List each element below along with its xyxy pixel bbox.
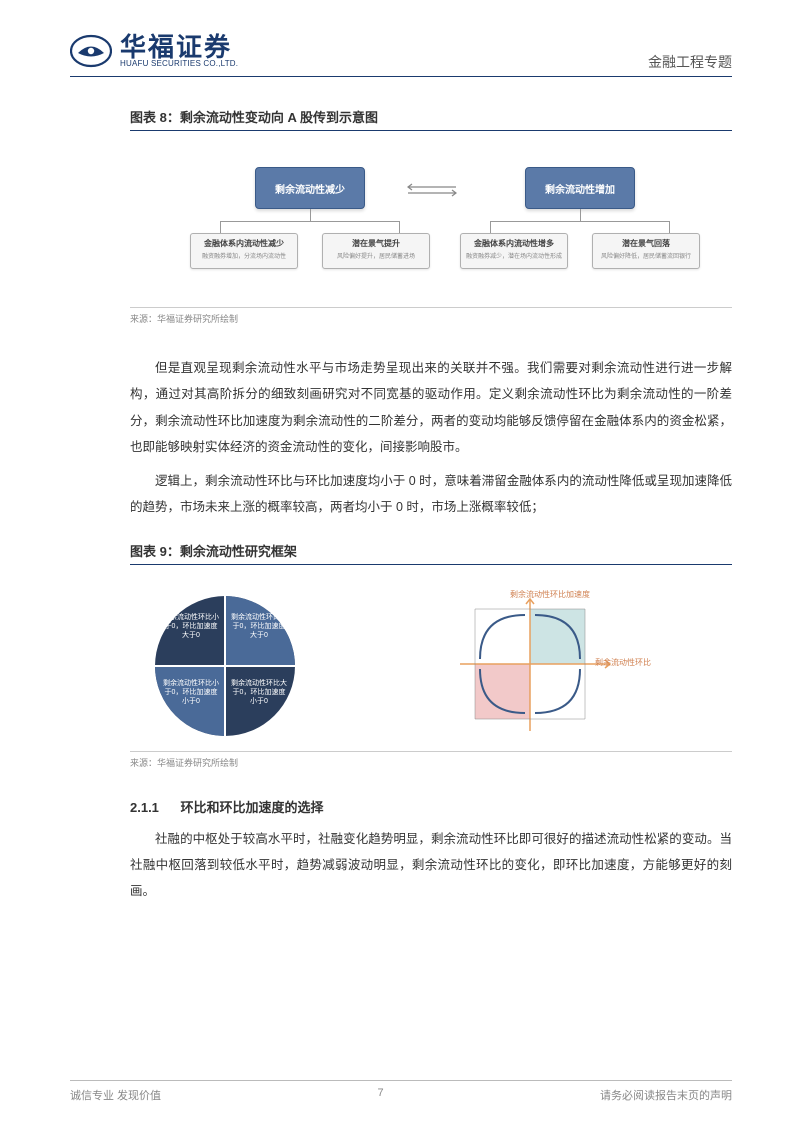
figure9-diagram: 剩余流动性环比小于0，环比加速度大于0 剩余流动性环比大于0，环比加速度大于0 … [130,581,732,741]
quad-y-label: 剩余流动性环比加速度 [510,589,590,600]
body-paragraphs: 但是直观呈现剩余流动性水平与市场走势呈现出来的关联并不强。我们需要对剩余流动性进… [130,355,732,521]
d8-left-b2-sub: 风险偏好提升，居民储蓄进场 [327,251,425,260]
figure8-title: 图表 8：剩余流动性变动向 A 股传到示意图 [130,107,732,131]
pie-q2: 剩余流动性环比大于0，环比加速度大于0 [230,613,288,640]
paragraph-2: 逻辑上，剩余流动性环比与环比加速度均小于 0 时，意味着滞留金融体系内的流动性降… [130,468,732,521]
paragraph-1: 但是直观呈现剩余流动性水平与市场走势呈现出来的关联并不强。我们需要对剩余流动性进… [130,355,732,460]
d8-right-b2: 潜在景气回落 风险偏好降低，居民储蓄流回银行 [592,233,700,269]
d8-left-b2: 潜在景气提升 风险偏好提升，居民储蓄进场 [322,233,430,269]
d8-right-b1-sub: 融资融券减少，潜在场内流动性形成 [465,251,563,260]
figure9-source: 来源：华福证券研究所绘制 [130,751,732,769]
footer-left: 诚信专业 发现价值 [70,1087,161,1103]
d8-left-b1-title: 金融体系内流动性减少 [195,238,293,249]
figure9-quadrant: 剩余流动性环比加速度 剩余流动性环比 [440,591,660,741]
logo-text-en: HUAFU SECURITIES CO.,LTD. [120,60,238,68]
pie-q1: 剩余流动性环比小于0，环比加速度大于0 [162,613,220,640]
logo: 华福证券 HUAFU SECURITIES CO.,LTD. [70,30,238,72]
logo-icon [70,30,112,72]
quad-x-label: 剩余流动性环比 [595,657,651,668]
section-211-heading: 2.1.1 环比和环比加速度的选择 [130,797,732,816]
figure9-title: 图表 9：剩余流动性研究框架 [130,541,732,565]
d8-right-top-box: 剩余流动性增加 [525,167,635,209]
footer-right: 请务必阅读报告末页的声明 [600,1087,732,1103]
d8-left-b1-sub: 融资融券增加，分流场内流动性 [195,251,293,260]
page-footer: 诚信专业 发现价值 7 请务必阅读报告末页的声明 [70,1080,732,1103]
d8-right-b1: 金融体系内流动性增多 融资融券减少，潜在场内流动性形成 [460,233,568,269]
figure8-diagram: 剩余流动性减少 金融体系内流动性减少 融资融券增加，分流场内流动性 潜在景气提升… [130,147,732,297]
page-header: 华福证券 HUAFU SECURITIES CO.,LTD. 金融工程专题 [70,30,732,77]
logo-text-cn: 华福证券 [120,34,238,60]
d8-left-b1: 金融体系内流动性减少 融资融券增加，分流场内流动性 [190,233,298,269]
figure9-pie: 剩余流动性环比小于0，环比加速度大于0 剩余流动性环比大于0，环比加速度大于0 … [150,591,300,741]
d8-left-top-box: 剩余流动性减少 [255,167,365,209]
section-211-body: 社融的中枢处于较高水平时，社融变化趋势明显，剩余流动性环比即可很好的描述流动性松… [130,826,732,905]
pie-q3: 剩余流动性环比小于0，环比加速度小于0 [162,679,220,706]
section-num: 2.1.1 [130,800,159,815]
header-category: 金融工程专题 [648,52,732,72]
footer-page-number: 7 [377,1087,383,1103]
figure8-source: 来源：华福证券研究所绘制 [130,307,732,325]
d8-right-b1-title: 金融体系内流动性增多 [465,238,563,249]
d8-right-b2-sub: 风险偏好降低，居民储蓄流回银行 [597,251,695,260]
section-211-paragraph: 社融的中枢处于较高水平时，社融变化趋势明显，剩余流动性环比即可很好的描述流动性松… [130,826,732,905]
section-title: 环比和环比加速度的选择 [181,800,324,815]
d8-right-b2-title: 潜在景气回落 [597,238,695,249]
pie-q4: 剩余流动性环比大于0，环比加速度小于0 [230,679,288,706]
d8-left-b2-title: 潜在景气提升 [327,238,425,249]
